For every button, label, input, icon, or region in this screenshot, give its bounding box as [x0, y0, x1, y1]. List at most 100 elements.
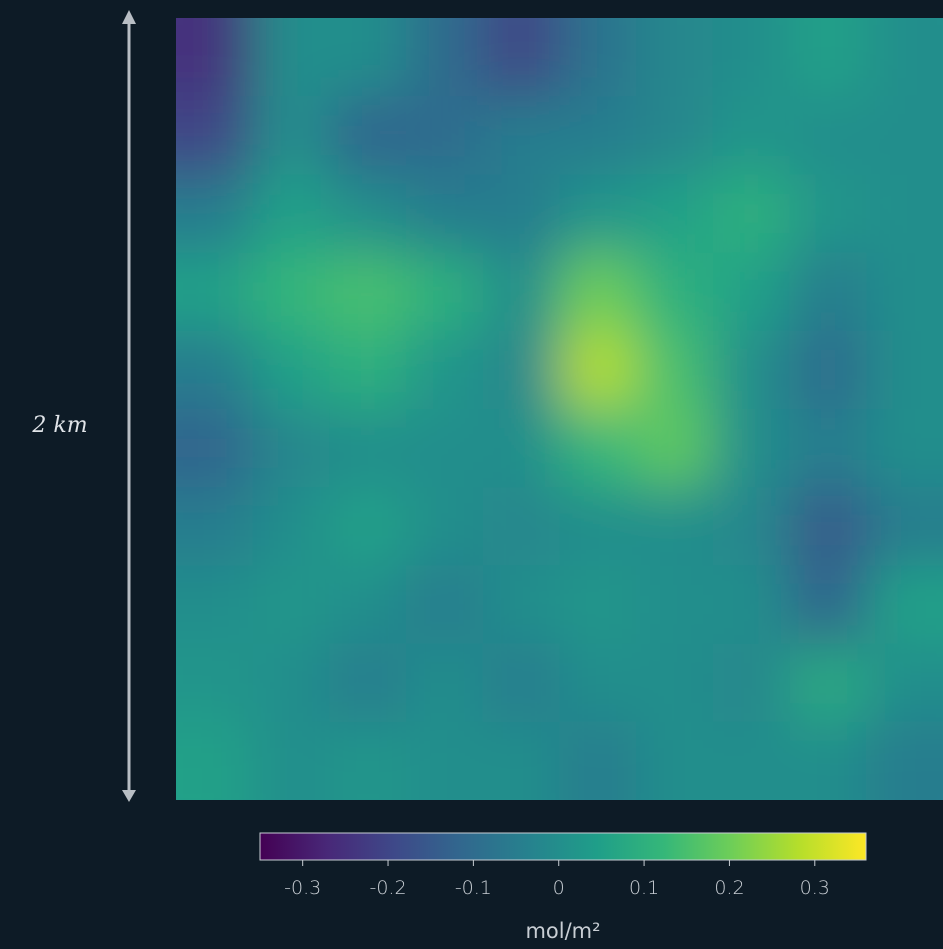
heat-cell: [789, 565, 867, 645]
heat-cell: [329, 721, 407, 800]
colorbar: [259, 832, 867, 861]
heat-cell: [176, 487, 254, 566]
heat-cell: [866, 643, 943, 723]
heat-cell: [636, 409, 714, 488]
heat-cell: [252, 96, 330, 175]
heat-cell: [482, 409, 560, 488]
heat-cell: [482, 174, 560, 254]
heat-cell: [866, 330, 943, 410]
heat-cell: [252, 18, 330, 97]
heat-cell: [789, 721, 867, 800]
arrow-head: [122, 10, 136, 24]
heat-cell: [866, 409, 943, 488]
heat-cell: [176, 18, 254, 97]
heat-cell: [789, 252, 867, 332]
heat-cell: [866, 487, 943, 566]
heat-cell: [559, 174, 637, 254]
heat-cell: [406, 721, 484, 800]
heat-cell: [712, 252, 791, 332]
heat-cell: [252, 721, 330, 800]
heat-cell: [636, 252, 714, 332]
heat-cell: [866, 96, 943, 175]
heat-cell: [866, 18, 943, 97]
heat-cell: [176, 565, 254, 645]
heat-cell: [636, 174, 714, 254]
heat-cell: [559, 330, 637, 410]
heat-cell: [176, 330, 254, 410]
colorbar-tick-label: 0.3: [800, 877, 830, 899]
heat-cell: [482, 487, 560, 566]
heat-cell: [329, 409, 407, 488]
heat-cell: [866, 721, 943, 800]
heat-cell: [789, 18, 867, 97]
heat-cell: [329, 487, 407, 566]
heat-cell: [406, 643, 484, 723]
scale-label: 2 km: [31, 413, 87, 438]
heat-cell: [712, 96, 791, 175]
heatmap: [176, 18, 943, 800]
heat-cell: [789, 487, 867, 566]
heat-cell: [636, 96, 714, 175]
colorbar-tick-label: 0.2: [714, 877, 744, 899]
heat-cell: [712, 330, 791, 410]
colorbar-tick-label: 0.1: [629, 877, 659, 899]
heat-cell: [559, 721, 637, 800]
heat-cell: [176, 721, 254, 800]
heat-cell: [712, 721, 791, 800]
heat-cell: [252, 487, 330, 566]
heat-cell: [329, 96, 407, 175]
heat-cell: [176, 174, 254, 254]
heat-cell: [252, 174, 330, 254]
heat-cell: [636, 487, 714, 566]
colorbar-tick-label: -0.3: [284, 877, 321, 899]
heat-cell: [712, 409, 791, 488]
heat-cell: [636, 721, 714, 800]
heat-cell: [712, 487, 791, 566]
heat-cell: [636, 18, 714, 97]
arrow-head: [122, 790, 136, 802]
heat-cell: [559, 565, 637, 645]
heat-cell: [406, 565, 484, 645]
heat-cell: [329, 643, 407, 723]
heat-cell: [482, 643, 560, 723]
heat-cell: [789, 96, 867, 175]
heat-cell: [636, 643, 714, 723]
heat-cell: [482, 96, 560, 175]
heat-cell: [406, 487, 484, 566]
heat-cell: [406, 18, 484, 97]
heat-cell: [482, 18, 560, 97]
heat-cell: [329, 252, 407, 332]
heat-cell: [712, 565, 791, 645]
heat-cell: [329, 330, 407, 410]
heat-cell: [559, 643, 637, 723]
heat-cell: [482, 721, 560, 800]
heat-cell: [252, 409, 330, 488]
heat-cell: [559, 409, 637, 488]
heat-cell: [176, 96, 254, 175]
heat-cell: [559, 96, 637, 175]
colorbar-tick-label: 0: [553, 877, 565, 899]
heat-cell: [176, 643, 254, 723]
heat-cell: [406, 96, 484, 175]
heat-cell: [482, 330, 560, 410]
heat-cell: [789, 409, 867, 488]
colorbar-label: mol/m²: [525, 919, 600, 943]
heat-cell: [252, 252, 330, 332]
heat-cell: [559, 252, 637, 332]
heat-cell: [482, 565, 560, 645]
heat-cell: [176, 409, 254, 488]
heat-cell: [329, 565, 407, 645]
heat-cell: [559, 487, 637, 566]
colorbar-tick-label: -0.2: [369, 877, 406, 899]
heat-cell: [482, 252, 560, 332]
heat-cell: [329, 174, 407, 254]
heat-cell: [176, 252, 254, 332]
heat-cell: [789, 174, 867, 254]
heat-cell: [406, 409, 484, 488]
heat-cell: [712, 174, 791, 254]
heat-cell: [866, 174, 943, 254]
heat-cell: [329, 18, 407, 97]
heat-cell: [636, 330, 714, 410]
heat-cell: [406, 252, 484, 332]
